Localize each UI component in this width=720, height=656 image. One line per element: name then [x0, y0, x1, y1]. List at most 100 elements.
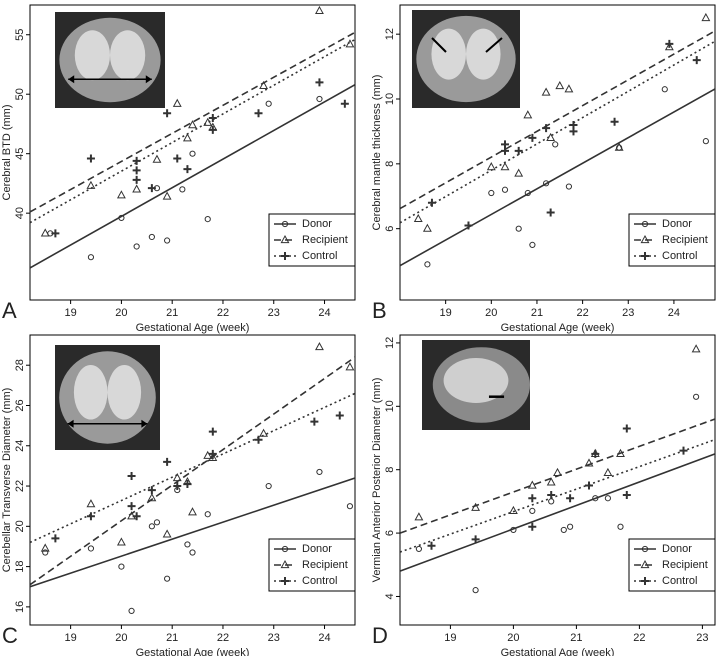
point [464, 221, 473, 230]
x-tick-label: 23 [268, 307, 280, 319]
panel-label: A [2, 298, 17, 323]
point [510, 526, 517, 534]
point [51, 534, 60, 543]
y-tick-label: 20 [14, 520, 26, 532]
point [617, 523, 624, 530]
legend-marker [640, 234, 650, 244]
point [184, 541, 191, 548]
point [357, 124, 362, 129]
point [501, 146, 509, 155]
x-tick-label: 23 [268, 632, 280, 644]
y-tick-label: 12 [384, 337, 396, 349]
point [569, 127, 578, 136]
y-tick-label: 26 [14, 399, 26, 411]
legend-label: Recipient [662, 234, 708, 246]
y-axis-label: Cerebellar Transverse Diameter (mm) [1, 388, 13, 573]
plot-frame [29, 334, 356, 626]
y-tick-label: 8 [384, 161, 396, 167]
plot-area [30, 342, 355, 615]
x-tick-label: 21 [531, 307, 543, 319]
point [622, 424, 631, 433]
y-axis-label: Cerebral mantle thickness (mm) [371, 75, 383, 231]
point [173, 154, 182, 163]
point [692, 56, 701, 65]
point [163, 109, 172, 118]
point [514, 146, 523, 155]
point [147, 486, 156, 495]
inset-tissue [59, 351, 156, 444]
point [310, 417, 319, 426]
plot-area [30, 5, 362, 269]
point [162, 529, 172, 538]
point [552, 141, 559, 148]
x-tick-label: 23 [622, 307, 634, 319]
point [345, 39, 355, 48]
point [254, 435, 263, 444]
point [204, 511, 211, 518]
x-tick-label: 24 [318, 632, 330, 644]
x-axis-label: Gestational Age (week) [136, 322, 250, 334]
point [500, 162, 510, 171]
trend-line [400, 438, 715, 553]
point [702, 138, 709, 145]
point [515, 225, 522, 232]
legend-label: Donor [662, 543, 692, 555]
y-tick-label: 6 [384, 530, 396, 536]
point [528, 494, 537, 503]
point [182, 133, 192, 142]
x-tick-label: 21 [570, 632, 582, 644]
point [259, 80, 269, 89]
point [529, 241, 536, 248]
point [116, 537, 126, 546]
trend-line [30, 38, 355, 224]
legend-label: Recipient [662, 559, 708, 571]
point [585, 481, 593, 490]
point [265, 482, 272, 490]
y-tick-label: 10 [384, 93, 396, 105]
y-tick-label: 6 [384, 226, 396, 232]
point [546, 477, 556, 486]
point [118, 563, 125, 570]
point [564, 84, 574, 93]
x-tick-label: 22 [633, 632, 645, 644]
panel-label: B [372, 298, 387, 323]
inset-tissue [466, 28, 501, 80]
point [203, 450, 213, 459]
point [148, 233, 155, 241]
point [127, 471, 136, 480]
point [548, 498, 555, 505]
point [183, 165, 192, 174]
inset-arrow [485, 37, 503, 53]
point [86, 154, 95, 163]
point [616, 448, 625, 457]
legend-marker [641, 545, 649, 553]
inset-tissue [110, 30, 146, 81]
point [527, 480, 537, 489]
legend-label: Control [302, 575, 337, 587]
legend-marker [280, 559, 290, 569]
point [542, 124, 551, 133]
point [679, 446, 688, 455]
point [316, 95, 323, 103]
inset-arrow [431, 37, 447, 53]
point [315, 5, 324, 15]
point [127, 502, 136, 511]
trend-line [400, 30, 715, 210]
point [610, 117, 619, 126]
x-axis-label: Gestational Age (week) [501, 322, 615, 334]
point [189, 549, 196, 556]
point [665, 39, 674, 48]
point [183, 480, 192, 489]
trend-line [30, 356, 355, 586]
y-tick-label: 45 [14, 148, 26, 160]
trend-line [400, 418, 715, 534]
point [128, 607, 135, 615]
point [40, 543, 50, 552]
point [661, 86, 668, 93]
legend-label: Control [662, 250, 697, 262]
point [173, 482, 182, 491]
point [132, 156, 141, 165]
y-tick-label: 18 [14, 560, 26, 572]
legend-marker [280, 234, 290, 244]
point [208, 427, 217, 436]
